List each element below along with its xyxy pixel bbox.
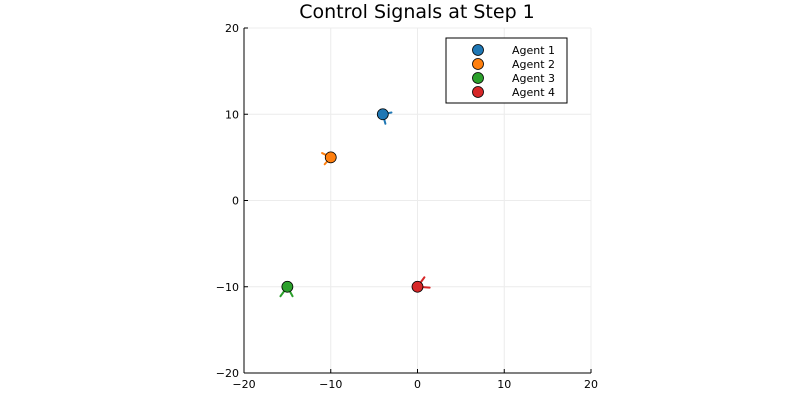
y-tick-label: 20 [225, 22, 239, 35]
x-tick-label: −10 [319, 378, 342, 391]
x-tick-label: 20 [584, 378, 598, 391]
agent-1-series [376, 108, 393, 125]
legend-label-agent-3: Agent 3 [512, 72, 555, 85]
agent-1-point [376, 108, 389, 121]
agent-2-series [321, 151, 337, 166]
legend-marker-agent-3 [472, 72, 484, 84]
legend-label-agent-1: Agent 1 [512, 44, 555, 57]
legend-label-agent-2: Agent 2 [512, 58, 555, 71]
x-tick-label: 10 [497, 378, 511, 391]
x-tick-labels: −20 −10 0 10 20 [232, 369, 598, 391]
x-tick-label: 0 [414, 378, 421, 391]
agent-4-series [411, 276, 431, 293]
legend-marker-agent-2 [472, 58, 484, 70]
agent-4-point [411, 280, 424, 293]
agent-2-point [324, 151, 337, 164]
y-tick-label: 0 [232, 195, 239, 208]
chart-title: Control Signals at Step 1 [299, 1, 535, 23]
agent-3-series [279, 280, 294, 298]
y-tick-labels: −20 −10 0 10 20 [216, 22, 248, 380]
y-tick-label: −20 [216, 367, 239, 380]
agent-3-point [281, 280, 294, 293]
legend-marker-agent-1 [472, 44, 484, 56]
y-tick-label: −10 [216, 281, 239, 294]
data-marks [279, 108, 431, 298]
y-tick-label: 10 [225, 108, 239, 121]
legend-marker-agent-4 [472, 86, 484, 98]
legend-box [445, 37, 568, 104]
legend-label-agent-4: Agent 4 [512, 86, 555, 99]
x-tick-label: −20 [232, 378, 255, 391]
